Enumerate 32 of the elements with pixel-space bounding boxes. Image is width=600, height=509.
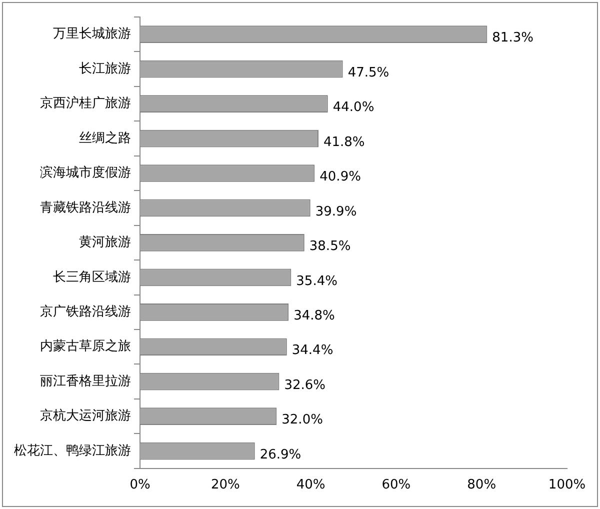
data-label: 34.4% — [292, 343, 334, 358]
data-label: 47.5% — [348, 65, 390, 80]
y-tick-label: 滨海城市度假游 — [40, 164, 131, 181]
data-label: 39.9% — [315, 204, 357, 220]
x-tick-label: 20% — [210, 478, 240, 493]
x-tick-label: 60% — [382, 478, 411, 493]
y-tick-label: 京西沪桂广旅游 — [40, 95, 131, 112]
x-tick-label: 40% — [296, 478, 326, 493]
y-tick-label: 内蒙古草原之旅 — [40, 339, 131, 354]
data-label: 26.9% — [260, 447, 302, 462]
y-tick-label: 丝绸之路 — [79, 130, 131, 146]
x-tick-label: 0% — [130, 478, 150, 493]
data-label: 38.5% — [309, 239, 351, 254]
y-tick-label: 京广铁路沿线游 — [40, 304, 131, 320]
x-tick-label: 80% — [467, 478, 496, 493]
y-tick-label: 青藏铁路沿线游 — [40, 200, 131, 216]
data-label: 32.6% — [284, 378, 326, 393]
y-tick-label: 长三角区域游 — [53, 270, 131, 285]
data-label: 40.9% — [320, 170, 361, 185]
data-label: 41.8% — [323, 134, 365, 150]
data-label: 81.3% — [492, 30, 534, 46]
data-label: 34.8% — [294, 308, 335, 324]
y-tick-label: 长江旅游 — [79, 61, 131, 76]
data-label: 44.0% — [332, 100, 374, 116]
y-tick-label: 松花江、鸭绿江旅游 — [14, 443, 131, 458]
y-tick-label: 丽江香格里拉游 — [40, 374, 131, 389]
data-label: 32.0% — [282, 412, 323, 428]
data-label: 35.4% — [296, 274, 338, 289]
y-tick-label: 万里长城旅游 — [53, 26, 131, 42]
x-tick-label: 100% — [548, 478, 586, 493]
y-tick-label: 黄河旅游 — [79, 235, 131, 250]
y-tick-label: 京杭大运河旅游 — [40, 408, 131, 424]
